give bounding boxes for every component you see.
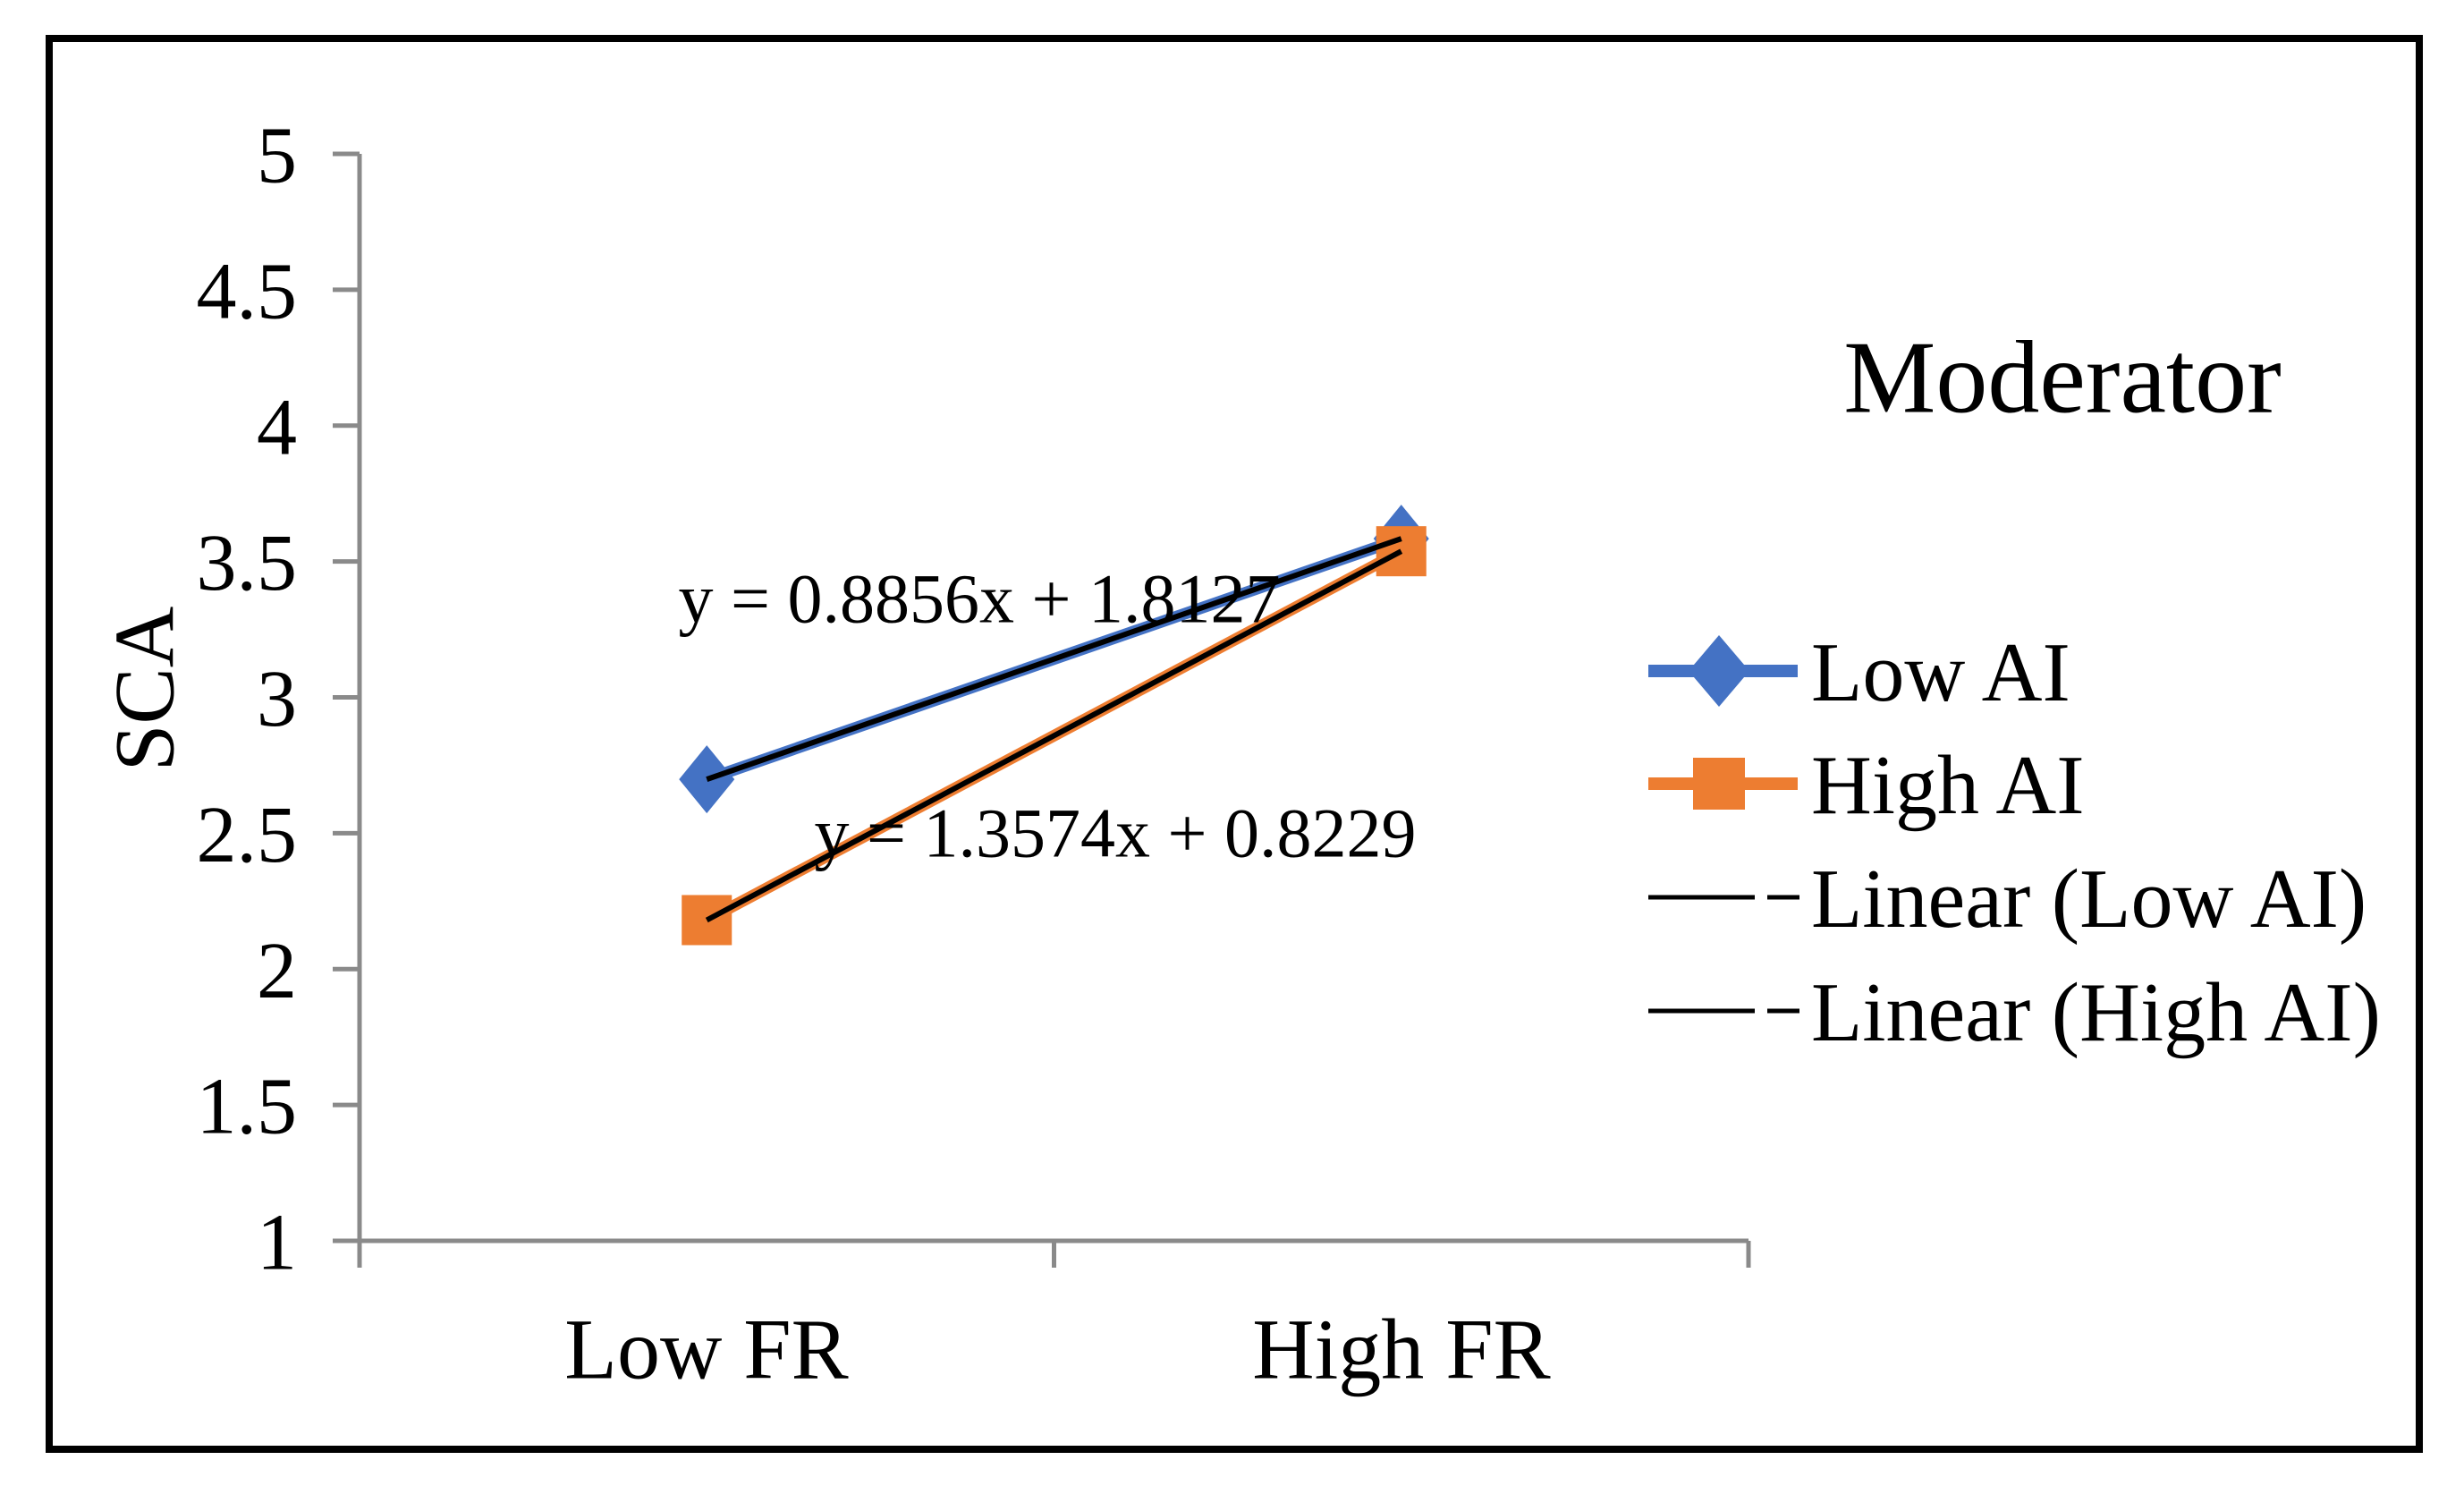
y-tick-label: 4: [257, 383, 297, 471]
legend-marker-square-high-ai: [1693, 758, 1745, 810]
y-tick-label: 2.5: [197, 791, 298, 879]
x-axis-labels: Low FR High FR: [564, 1302, 1550, 1397]
trendline-equation-low-ai: y = 0.8856x + 1.8127: [679, 559, 1281, 637]
legend-item-linear-high-ai: Linear (High AI): [1648, 966, 2381, 1059]
x-category-high-fr: High FR: [1252, 1302, 1550, 1397]
trendline-high-ai: [705, 548, 1403, 923]
trendlines: [705, 536, 1403, 923]
legend: Moderator Low AI High AI Linear (Low AI)…: [1648, 321, 2381, 1059]
legend-item-high-ai: High AI: [1648, 739, 2085, 832]
y-tick-label: 4.5: [197, 247, 298, 335]
y-tick-label: 2: [257, 927, 297, 1015]
legend-marker-diamond-low-ai: [1689, 635, 1749, 707]
y-tick-label: 1: [257, 1199, 297, 1287]
legend-title: Moderator: [1843, 321, 2282, 436]
trendline-low-ai: [706, 536, 1402, 782]
y-tick-label: 3.5: [197, 519, 298, 607]
legend-label-linear-high-ai: Linear (High AI): [1811, 966, 2381, 1059]
chart-border: [46, 35, 2423, 1453]
legend-item-linear-low-ai: Linear (Low AI): [1648, 853, 2367, 946]
legend-label-high-ai: High AI: [1811, 739, 2085, 832]
y-tick-label: 1.5: [197, 1063, 298, 1151]
trendline-equation-high-ai: y = 1.3574x + 0.8229: [815, 794, 1417, 871]
x-category-low-fr: Low FR: [564, 1302, 848, 1397]
y-tick-label: 5: [257, 112, 297, 200]
y-tick-label: 3: [257, 655, 297, 743]
legend-label-linear-low-ai: Linear (Low AI): [1811, 853, 2367, 946]
axes: 5 4.5 4 3.5 3 2.5 2 1.5 1: [197, 112, 1751, 1287]
legend-label-low-ai: Low AI: [1811, 626, 2070, 719]
y-axis-title: SCA: [97, 607, 191, 772]
legend-item-low-ai: Low AI: [1648, 626, 2070, 719]
